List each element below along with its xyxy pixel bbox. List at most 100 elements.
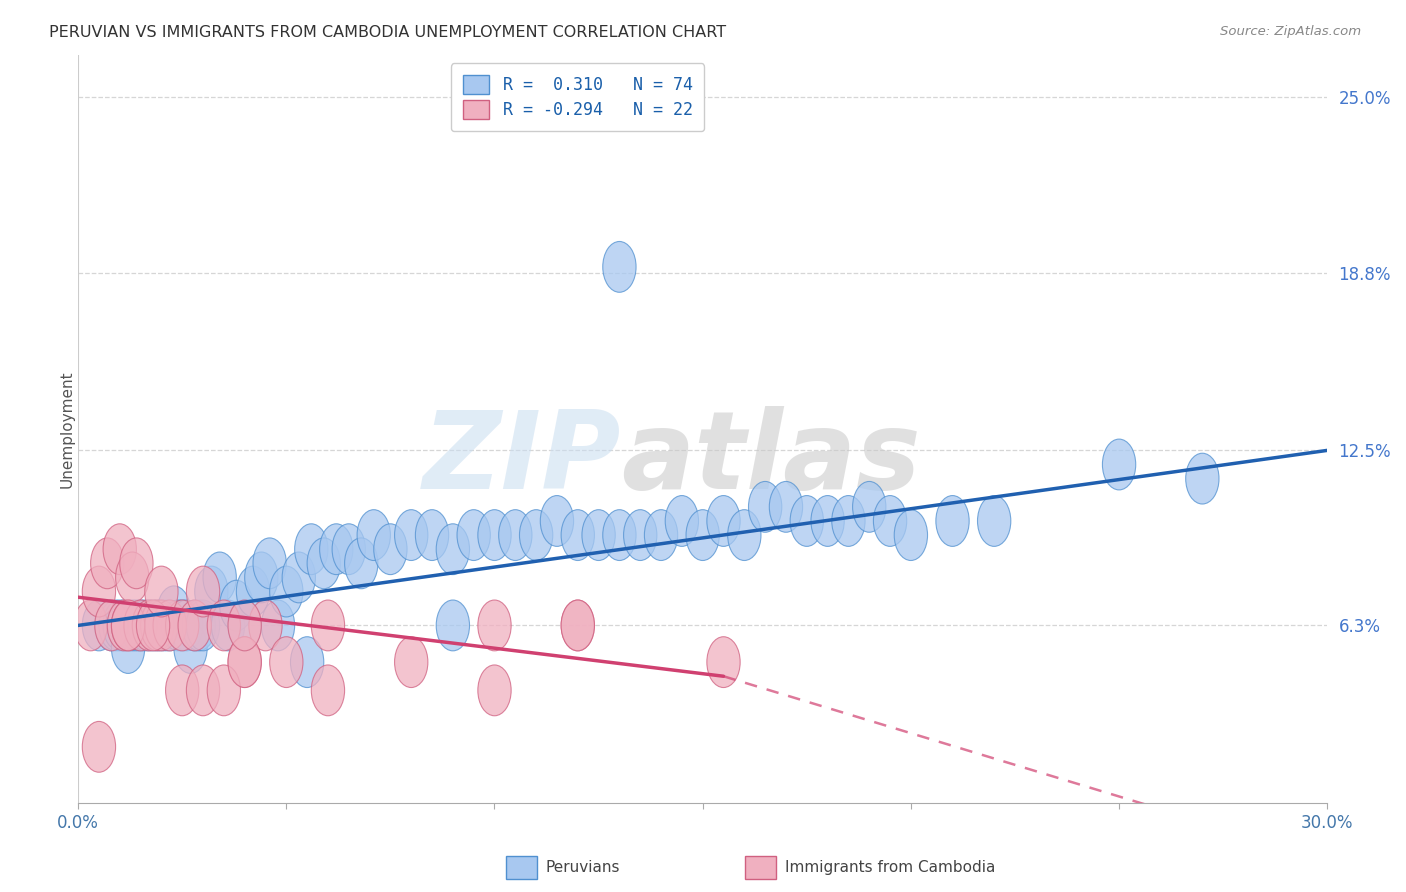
Ellipse shape [157,586,191,637]
Ellipse shape [149,600,183,651]
Ellipse shape [769,482,803,533]
Ellipse shape [1185,453,1219,504]
Ellipse shape [111,600,145,651]
Ellipse shape [103,524,136,574]
Text: Source: ZipAtlas.com: Source: ZipAtlas.com [1220,25,1361,38]
Ellipse shape [124,600,157,651]
Ellipse shape [519,509,553,560]
Ellipse shape [307,538,340,589]
Ellipse shape [107,600,141,651]
Ellipse shape [162,600,194,651]
Ellipse shape [166,600,198,651]
Text: Peruvians: Peruvians [546,861,620,875]
Ellipse shape [128,600,162,651]
Ellipse shape [83,566,115,617]
Ellipse shape [183,600,215,651]
Ellipse shape [707,637,740,688]
Ellipse shape [457,509,491,560]
Ellipse shape [894,509,928,560]
Ellipse shape [748,482,782,533]
Ellipse shape [120,600,153,651]
Ellipse shape [103,600,136,651]
Y-axis label: Unemployment: Unemployment [59,370,75,488]
Ellipse shape [790,496,824,547]
Ellipse shape [90,538,124,589]
Ellipse shape [145,600,179,651]
Ellipse shape [187,566,219,617]
Ellipse shape [120,538,153,589]
Ellipse shape [395,509,427,560]
Ellipse shape [644,509,678,560]
Ellipse shape [1102,439,1136,490]
Ellipse shape [319,524,353,574]
Ellipse shape [153,600,187,651]
Ellipse shape [136,600,170,651]
Ellipse shape [94,600,128,651]
Ellipse shape [561,509,595,560]
Ellipse shape [236,566,270,617]
Ellipse shape [228,637,262,688]
Ellipse shape [136,600,170,651]
Text: ZIP: ZIP [423,406,621,512]
Ellipse shape [132,600,166,651]
Ellipse shape [270,637,302,688]
Ellipse shape [253,538,287,589]
Ellipse shape [332,524,366,574]
Ellipse shape [187,665,219,715]
Ellipse shape [211,600,245,651]
Ellipse shape [194,566,228,617]
Ellipse shape [179,600,211,651]
Ellipse shape [75,600,107,651]
Ellipse shape [728,509,761,560]
Ellipse shape [561,600,595,651]
Ellipse shape [436,524,470,574]
Ellipse shape [665,496,699,547]
Ellipse shape [295,524,328,574]
Ellipse shape [166,665,198,715]
Ellipse shape [311,600,344,651]
Ellipse shape [852,482,886,533]
Ellipse shape [202,552,236,603]
Ellipse shape [624,509,657,560]
Ellipse shape [132,600,166,651]
Ellipse shape [174,623,207,673]
Ellipse shape [283,552,315,603]
Ellipse shape [478,665,512,715]
Text: Immigrants from Cambodia: Immigrants from Cambodia [785,861,995,875]
Ellipse shape [94,600,128,651]
Ellipse shape [249,600,283,651]
Ellipse shape [582,509,616,560]
Ellipse shape [207,665,240,715]
Ellipse shape [83,600,115,651]
Ellipse shape [291,637,323,688]
Ellipse shape [115,600,149,651]
Text: PERUVIAN VS IMMIGRANTS FROM CAMBODIA UNEMPLOYMENT CORRELATION CHART: PERUVIAN VS IMMIGRANTS FROM CAMBODIA UNE… [49,25,727,40]
Ellipse shape [145,600,179,651]
Ellipse shape [561,600,595,651]
Ellipse shape [207,600,240,651]
Ellipse shape [153,600,187,651]
Ellipse shape [499,509,531,560]
Legend: R =  0.310   N = 74, R = -0.294   N = 22: R = 0.310 N = 74, R = -0.294 N = 22 [451,63,704,131]
Ellipse shape [540,496,574,547]
Ellipse shape [344,538,378,589]
Ellipse shape [170,600,202,651]
Ellipse shape [603,509,636,560]
Ellipse shape [219,581,253,631]
Ellipse shape [179,600,211,651]
Ellipse shape [141,600,174,651]
Ellipse shape [262,600,295,651]
Ellipse shape [245,552,278,603]
Ellipse shape [166,600,198,651]
Ellipse shape [603,242,636,293]
Ellipse shape [115,552,149,603]
Ellipse shape [107,600,141,651]
Ellipse shape [187,600,219,651]
Ellipse shape [395,637,427,688]
Ellipse shape [145,566,179,617]
Ellipse shape [832,496,865,547]
Ellipse shape [436,600,470,651]
Ellipse shape [141,600,174,651]
Ellipse shape [686,509,720,560]
Ellipse shape [707,496,740,547]
